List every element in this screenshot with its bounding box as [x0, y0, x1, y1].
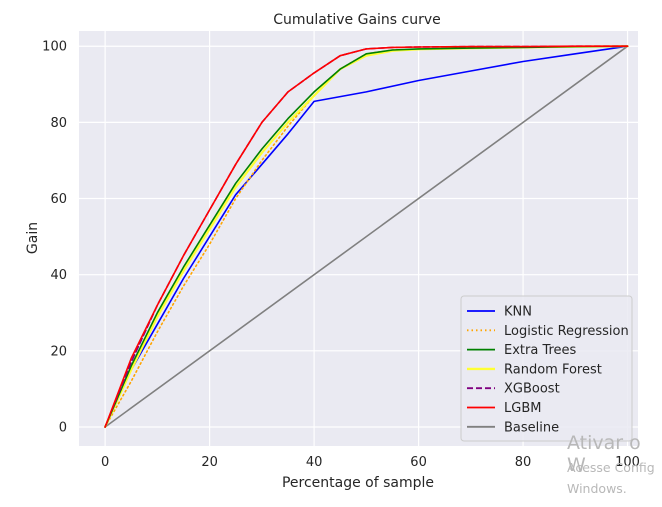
legend-label: XGBoost [504, 382, 560, 397]
series-line-lgbm [104, 45, 629, 428]
x-tick-label: 40 [306, 455, 323, 470]
x-tick-label: 60 [410, 455, 427, 470]
x-tick-labels: 0 20 40 60 80 100 [101, 455, 640, 470]
x-tick-label: 20 [201, 455, 218, 470]
legend-label: Logistic Regression [504, 324, 629, 339]
series-layer [103, 45, 629, 429]
legend-box [460, 295, 633, 442]
y-tick-label: 80 [50, 116, 67, 131]
y-tick-label: 40 [50, 268, 67, 283]
y-tick-label: 60 [50, 192, 67, 207]
windows-activation-watermark: Ativar o W [567, 432, 641, 476]
series-line-knn [104, 45, 629, 428]
legend-label: LGBM [504, 401, 541, 416]
y-tick-labels: 0 20 40 60 80 100 [42, 40, 67, 436]
legend-label: KNN [504, 305, 532, 320]
windows-activation-watermark-line2: Acesse Config [567, 460, 655, 475]
windows-activation-watermark-line3: Windows. [567, 481, 627, 496]
legend-label: Extra Trees [504, 343, 577, 358]
y-tick-label: 0 [59, 420, 67, 435]
legend-label: Baseline [504, 420, 559, 435]
series-line-baseline [104, 45, 629, 428]
x-tick-label: 100 [615, 455, 640, 470]
y-axis-label: Gain [25, 222, 41, 254]
x-tick-label: 80 [515, 455, 532, 470]
legend: KNN Logistic Regression Extra Trees Random … [460, 295, 633, 442]
grid [79, 31, 638, 446]
chart-title: Cumulative Gains curve [273, 12, 441, 28]
x-tick-label: 0 [101, 455, 109, 470]
x-axis-label: Percentage of sample [282, 475, 434, 491]
y-tick-label: 100 [42, 40, 67, 55]
legend-label: Random Forest [504, 362, 602, 377]
y-tick-label: 20 [50, 344, 67, 359]
series-line-extra-trees [104, 45, 629, 428]
